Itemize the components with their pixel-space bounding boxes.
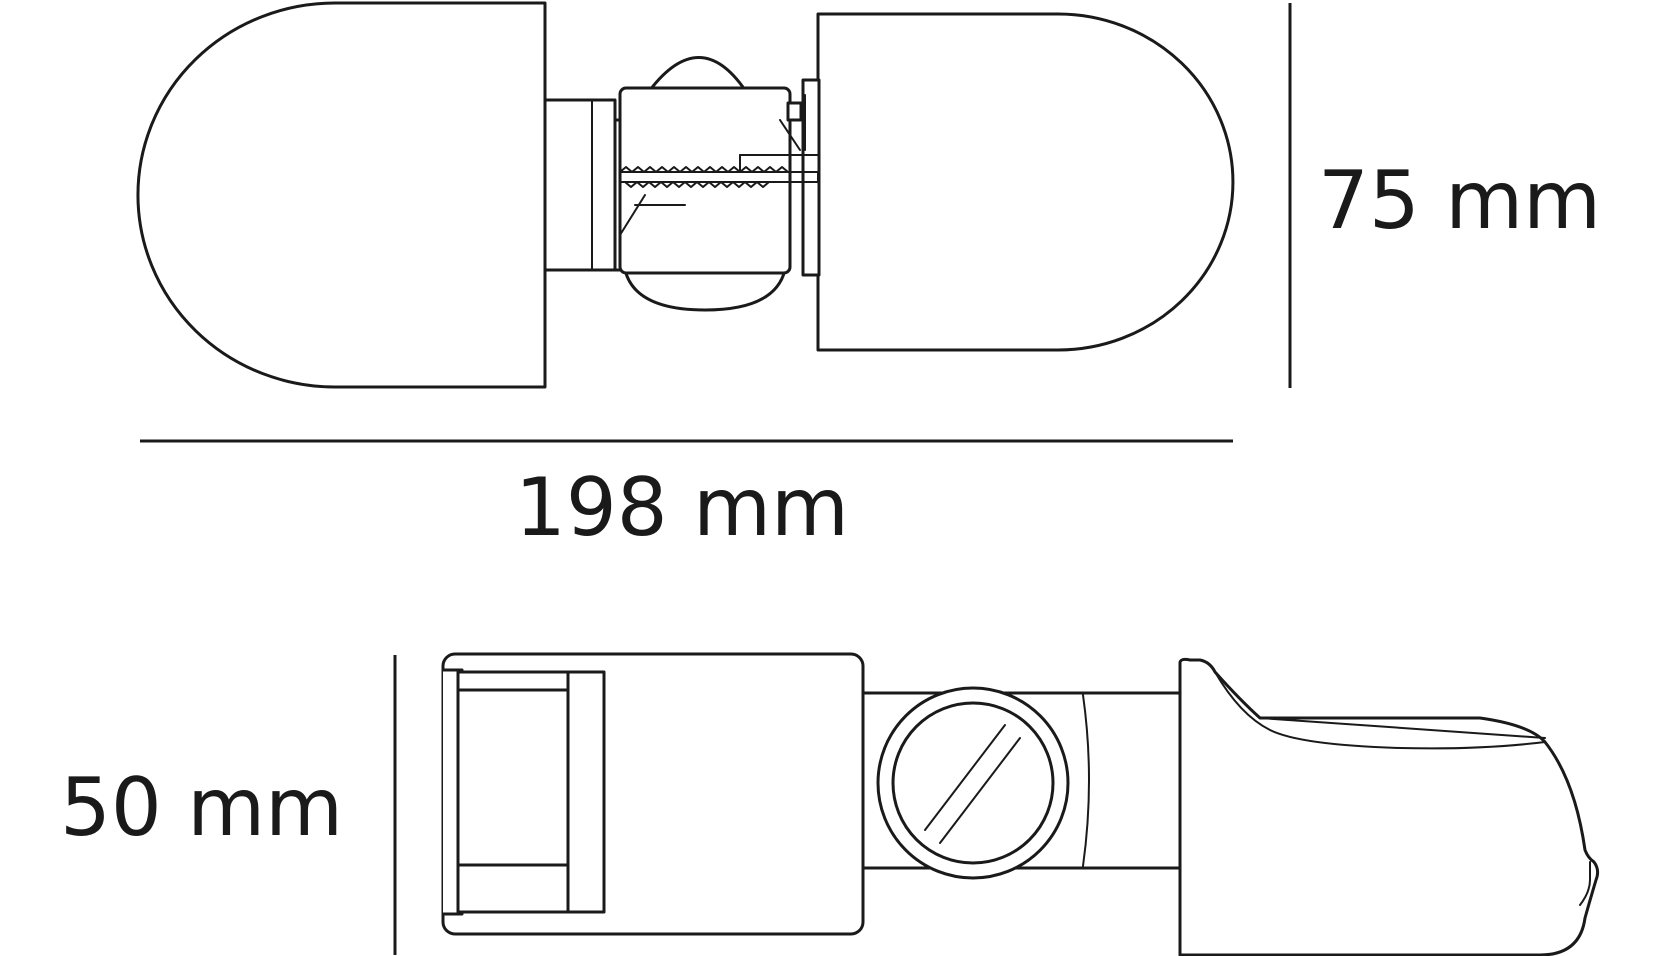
side-view — [441, 652, 1600, 956]
knob-dome-bottom — [623, 268, 787, 312]
side-grip — [1178, 657, 1600, 956]
side-knob — [876, 686, 1070, 880]
depth-dimension-label: 50 mm — [60, 761, 343, 854]
depth-dimension: 50 mm — [60, 655, 397, 955]
screw-block — [786, 101, 803, 122]
front-view — [136, 1, 1235, 389]
height-dimension: 75 mm — [1288, 3, 1601, 388]
knob-dome-top — [648, 56, 747, 92]
width-dimension: 198 mm — [140, 439, 1233, 554]
clamp-body — [441, 652, 865, 936]
left-pad — [136, 1, 547, 389]
right-pad — [816, 12, 1235, 352]
toothed-rack — [619, 154, 819, 188]
slider-housing — [618, 86, 792, 275]
height-dimension-label: 75 mm — [1318, 154, 1601, 247]
width-dimension-label: 198 mm — [515, 461, 849, 554]
